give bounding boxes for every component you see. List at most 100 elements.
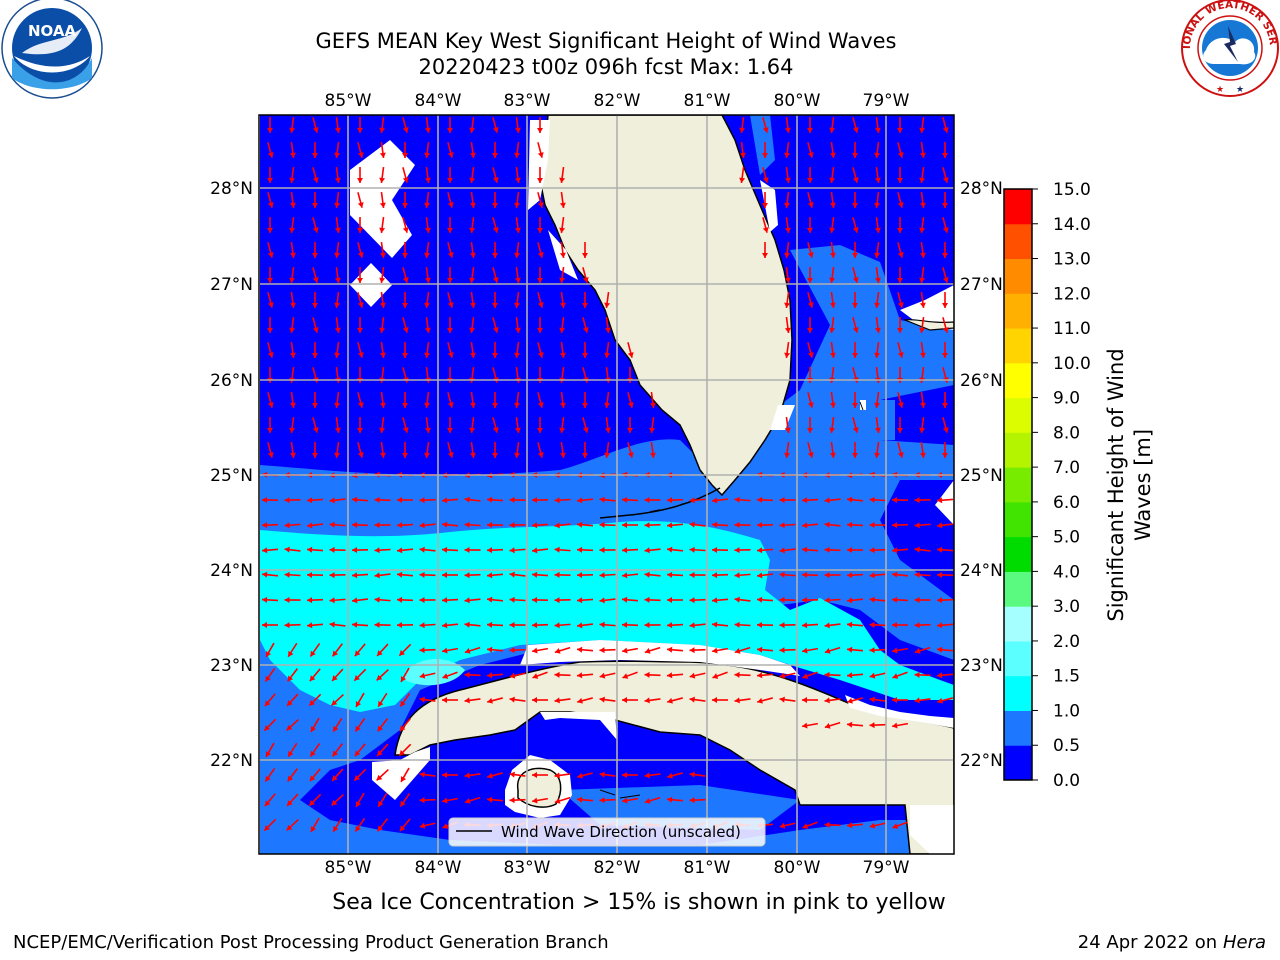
wave-direction-arrow [824,597,841,604]
wave-direction-arrow [419,696,436,703]
wave-direction-arrow [264,793,276,807]
wave-direction-arrow [869,547,886,554]
wave-direction-arrow [514,241,521,259]
wave-direction-arrow [829,166,836,184]
wave-direction-arrow [424,116,431,134]
wave-direction-arrow [576,646,594,653]
wave-direction-arrow [824,671,841,678]
wave-direction-arrow [852,417,859,433]
lat-label-left: 23°N [210,656,253,676]
wave-direction-arrow [309,668,321,682]
wave-direction-arrow [284,571,301,578]
colorbar-segment [1004,710,1032,746]
wave-direction-arrow [936,622,954,629]
wave-direction-arrow [807,342,814,358]
lon-label-bottom: 80°W [774,858,821,878]
wave-direction-arrow [644,522,661,529]
wave-direction-arrow [537,217,543,233]
wave-direction-arrow [779,672,796,679]
wave-direction-arrow [419,571,436,578]
wave-direction-arrow [942,442,948,458]
wave-direction-arrow [756,572,774,579]
wave-direction-arrow [554,571,571,578]
wave-direction-arrow [492,217,499,233]
wave-direction-arrow [627,442,634,458]
wave-direction-arrow [914,646,931,654]
wave-direction-arrow [424,166,431,184]
wave-direction-arrow [312,267,319,283]
wave-direction-arrow [531,522,549,529]
wave-direction-arrow [874,441,881,459]
wave-direction-arrow [537,167,543,183]
wave-direction-arrow [469,416,476,434]
wave-direction-arrow [357,317,363,333]
wave-direction-arrow [532,772,548,778]
wave-direction-arrow [353,768,367,782]
wave-direction-arrow [824,572,841,579]
wave-direction-arrow [289,416,296,434]
wave-direction-arrow [357,217,363,233]
wave-direction-arrow [464,496,481,503]
wave-direction-arrow [355,692,365,708]
wave-direction-arrow [801,597,819,604]
wave-direction-arrow [469,191,476,209]
wave-direction-arrow [554,522,571,529]
wave-direction-arrow [829,316,836,334]
wave-direction-arrow [402,292,408,308]
wave-direction-arrow [289,341,296,359]
wave-direction-arrow [649,416,656,434]
wave-direction-arrow [852,242,858,258]
wave-direction-arrow [801,546,819,553]
wave-direction-arrow [784,166,791,184]
wave-direction-arrow [402,117,409,133]
wave-direction-arrow [514,141,521,159]
wave-direction-arrow [402,142,408,158]
colorbar-tick: 11.0 [1053,319,1091,339]
wave-direction-arrow [289,241,296,259]
wave-direction-arrow [666,646,684,653]
wave-direction-arrow [846,496,864,503]
wave-direction-arrow [627,392,634,408]
wave-direction-arrow [852,192,858,208]
wave-direction-arrow [312,117,319,133]
colorbar-segment [1004,189,1032,225]
wave-direction-arrow [784,416,791,434]
wave-direction-arrow [261,522,279,529]
wave-direction-arrow [286,819,299,831]
wave-direction-arrow [554,597,571,604]
wave-direction-arrow [379,116,386,134]
wave-direction-arrow [914,671,931,678]
national-weather-service-logo: NATIONAL WEATHER SERVICE ★ ★ [1181,0,1279,97]
wave-direction-arrow [689,622,706,629]
wave-direction-arrow [537,267,543,283]
map-frame [258,114,955,855]
wave-direction-arrow [739,141,746,159]
wave-direction-arrow [644,772,661,779]
wave-direction-arrow [784,291,791,309]
wave-direction-arrow [334,266,341,284]
wave-direction-arrow [554,772,571,779]
wave-direction-arrow [734,646,751,654]
wave-direction-arrow [689,647,706,654]
wave-direction-arrow [644,547,661,554]
wave-direction-arrow [289,216,296,234]
wave-direction-arrow [354,743,366,757]
wave-direction-arrow [919,116,926,134]
lon-label-bottom: 85°W [325,858,372,878]
wave-direction-arrow [942,392,948,408]
wave-direction-arrow [402,217,409,233]
wave-direction-arrow [846,721,864,728]
wave-direction-arrow [312,442,318,458]
wave-direction-arrow [807,292,814,308]
wave-direction-arrow [514,341,521,359]
wave-direction-arrow [897,442,904,458]
wave-direction-arrow [559,391,566,409]
wave-direction-arrow [762,117,769,133]
wave-direction-arrow [464,671,481,678]
wave-direction-arrow [801,647,819,654]
wave-direction-arrow [807,217,813,233]
wave-direction-arrow [357,442,364,458]
lat-label-right: 27°N [960,275,1003,295]
wave-direction-arrow [689,696,706,703]
wave-direction-arrow [306,546,324,553]
